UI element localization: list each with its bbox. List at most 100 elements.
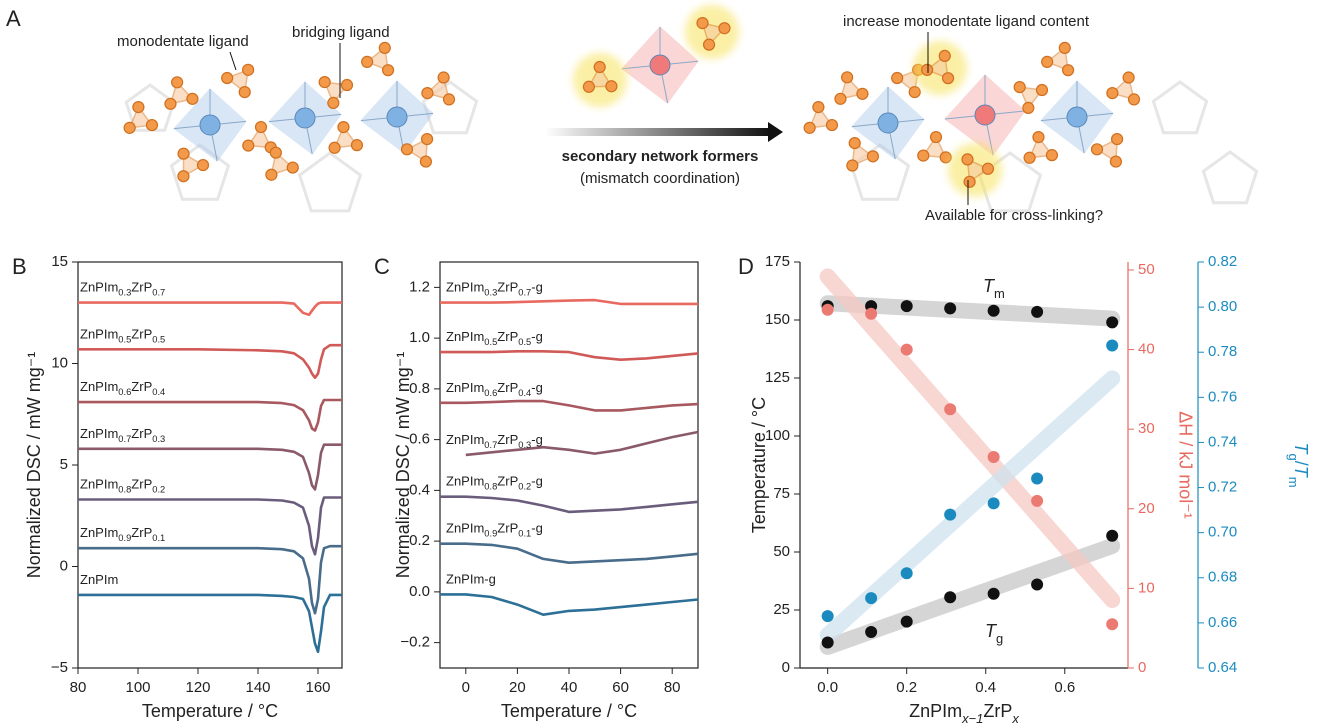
ring-outline	[1201, 150, 1259, 205]
series-label: ZnPIm0.5ZrP0.5	[80, 327, 165, 345]
ring-outline	[297, 151, 363, 213]
metal-center	[199, 114, 221, 136]
data-point	[900, 615, 913, 628]
atom	[582, 80, 595, 93]
atom	[834, 92, 847, 105]
series-label: ZnPIm0.3ZrP0.7-g	[446, 280, 543, 298]
data-point	[944, 302, 957, 315]
atom	[1022, 101, 1035, 114]
y-tick-label: 0.64	[1208, 659, 1237, 676]
atom	[269, 146, 282, 159]
ligand-ring	[1095, 137, 1118, 163]
atom	[421, 87, 434, 100]
y-tick-label: −5	[51, 659, 68, 676]
series-label: ZnPIm0.7ZrP0.3	[80, 426, 165, 444]
dsc-curve	[78, 496, 342, 556]
dsc-curve	[440, 350, 699, 361]
arrow-sublabel: (mismatch coordination)	[580, 170, 740, 187]
series-label: ZnPIm0.6ZrP0.4	[80, 380, 165, 398]
data-point	[1106, 339, 1119, 352]
dsc-curve	[78, 593, 342, 654]
atom	[981, 162, 995, 175]
data-point	[865, 592, 878, 605]
y-tick-label: 0.6	[409, 431, 430, 448]
trend-band	[819, 370, 1121, 644]
dsc-curve	[440, 495, 699, 514]
leader	[229, 51, 237, 71]
atom	[186, 92, 199, 105]
ligand-ring	[405, 137, 428, 163]
data-point	[821, 636, 834, 649]
y-tick-label: 20	[1138, 500, 1155, 517]
panel-letter: A	[6, 6, 21, 31]
ligand-ring	[182, 152, 205, 178]
atom	[593, 60, 606, 74]
ring-outline	[1151, 80, 1209, 135]
atom	[254, 120, 268, 134]
atom	[718, 22, 731, 35]
series-label: ZnPIm0.8ZrP0.2	[80, 477, 165, 495]
x-tick-label: 120	[185, 679, 210, 696]
x-tick-label: 0.4	[975, 679, 996, 696]
atom	[381, 64, 395, 77]
data-point	[900, 343, 913, 356]
atom	[938, 49, 951, 63]
y-tick-label: 50	[773, 543, 790, 560]
y-tick-label: 0.70	[1208, 524, 1237, 541]
y-tick-label: 150	[765, 311, 790, 328]
y-tick-label: 5	[60, 456, 68, 473]
x-tick-label: 140	[245, 679, 270, 696]
x-tick-label: 60	[612, 679, 629, 696]
data-point	[821, 303, 834, 316]
atom	[123, 121, 136, 134]
atom	[437, 71, 450, 84]
data-point	[987, 587, 1000, 600]
atom	[1032, 130, 1045, 144]
y-tick-label: 125	[765, 369, 790, 386]
atom	[177, 147, 190, 160]
dsc-curve	[78, 544, 342, 615]
atom	[378, 41, 391, 55]
metal-center	[386, 106, 408, 128]
diagram: A secondary network formers (mismatch co…	[6, 5, 1259, 224]
atom	[702, 38, 716, 51]
x-tick-label: 160	[305, 679, 330, 696]
x-tick-label: 80	[70, 679, 87, 696]
y-tick-label: 10	[51, 354, 68, 371]
y-tick-label: −0.2	[400, 634, 430, 651]
y-tick-label: 0.80	[1208, 298, 1237, 315]
dsc-curve	[78, 443, 342, 491]
x-tick-label: 0	[462, 679, 470, 696]
data-point	[1106, 529, 1119, 542]
data-point	[865, 307, 878, 320]
metal-center	[877, 112, 899, 134]
atom	[132, 100, 145, 114]
data-point	[987, 451, 1000, 464]
atom	[350, 139, 364, 152]
atom	[177, 170, 190, 183]
x-axis-label: Temperature / °C	[142, 701, 278, 721]
data-point	[1106, 618, 1119, 631]
series-label: ZnPIm0.9ZrP0.1	[80, 526, 165, 544]
atom	[419, 155, 432, 168]
y-tick-label: 0.8	[409, 380, 430, 397]
series-label: ZnPIm-g	[446, 572, 496, 587]
series-label: ZnPIm	[80, 572, 118, 587]
atom	[1035, 83, 1049, 97]
y-tick-label: 75	[773, 485, 790, 502]
atom	[1090, 143, 1104, 156]
data-point	[1031, 472, 1044, 485]
y-tick-label: 0.72	[1208, 479, 1237, 496]
series-label: ZnPIm0.3ZrP0.7	[80, 280, 165, 298]
atom	[696, 17, 709, 30]
atom	[171, 76, 184, 89]
atom	[1058, 41, 1071, 55]
atom	[1013, 81, 1026, 94]
y-tick-label: 30	[1138, 420, 1155, 437]
data-point	[944, 508, 957, 521]
y-tick-label: 175	[765, 253, 790, 270]
y-tick-label: 0.78	[1208, 343, 1237, 360]
atom	[1109, 155, 1122, 168]
atom	[420, 133, 434, 146]
